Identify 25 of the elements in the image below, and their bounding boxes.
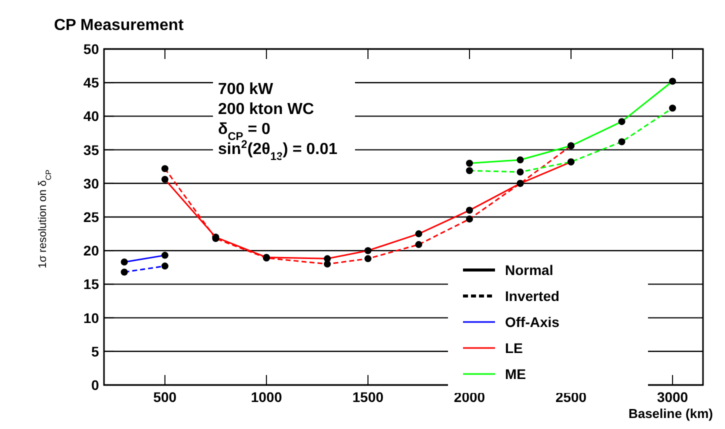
x-tick-label: 1000 bbox=[250, 389, 282, 405]
y-tick-label: 25 bbox=[83, 209, 100, 225]
y-tick-label: 5 bbox=[91, 343, 100, 360]
y-tick-label: 35 bbox=[83, 142, 100, 158]
x-tick-label: 500 bbox=[153, 389, 177, 405]
x-axis-title: Baseline (km) bbox=[628, 406, 713, 421]
annotation: Normal bbox=[505, 262, 554, 278]
y-tick-label: 45 bbox=[83, 74, 100, 91]
x-tick-label: 2000 bbox=[454, 389, 486, 405]
legend-label: ME bbox=[505, 366, 526, 382]
annotation: 700 kW bbox=[218, 81, 274, 98]
legend-label: Off-Axis bbox=[505, 314, 560, 330]
x-tick-label: 3000 bbox=[656, 389, 688, 405]
x-tick-label: 1500 bbox=[352, 389, 384, 405]
y-tick-label: 20 bbox=[83, 242, 100, 259]
y-tick-label: 10 bbox=[83, 310, 100, 326]
legend-label: LE bbox=[505, 340, 523, 356]
y-tick-label: 15 bbox=[83, 276, 100, 292]
y-tick-label: 50 bbox=[83, 41, 100, 57]
chart-title: CP Measurement bbox=[54, 17, 184, 34]
y-tick-label: 0 bbox=[91, 377, 100, 393]
y-tick-label: 40 bbox=[83, 108, 100, 124]
y-tick-label: 30 bbox=[83, 175, 100, 192]
annotation: 200 kton WC bbox=[218, 101, 314, 118]
annotation: Inverted bbox=[505, 288, 560, 304]
